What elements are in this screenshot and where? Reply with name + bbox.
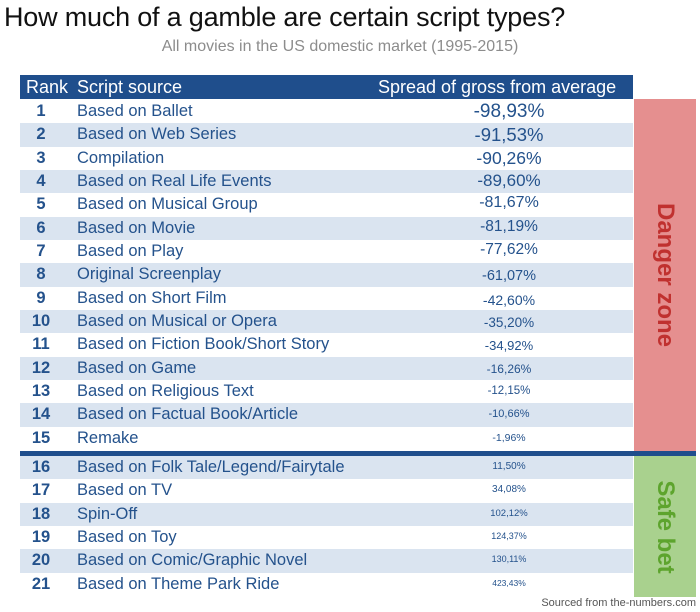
row-spread: 34,08% [492,484,526,496]
table-row: 20 Based on Comic/Graphic Novel 130,11% [20,549,633,573]
danger-zone-band: Danger zone [634,99,696,451]
row-spread: 130,11% [491,554,527,565]
row-rank: 17 [31,481,51,500]
page-subtitle: All movies in the US domestic market (19… [161,38,519,55]
row-rank: 20 [31,551,51,570]
row-source: Based on TV [77,481,173,500]
table-row: 3 Compilation -90,26% [20,147,633,170]
table-row: 13 Based on Religious Text -12,15% [20,380,633,403]
safe-rows: 16 Based on Folk Tale/Legend/Fairytale 11,… [20,456,633,596]
row-spread: -35,20% [483,315,535,331]
row-spread: 11,50% [492,461,526,472]
row-source: Based on Religious Text [77,382,254,401]
row-spread: -42,60% [482,291,536,308]
table-row: 16 Based on Folk Tale/Legend/Fairytale 11,… [20,456,633,480]
row-source: Based on Short Film [77,288,227,307]
row-rank: 14 [31,405,51,424]
row-rank: 21 [31,574,51,593]
row-spread: 102,12% [490,507,528,519]
table-row: 15 Remake -1,96% [20,427,633,450]
table-row: 9 Based on Short Film -42,60% [20,287,633,310]
row-source: Based on Folk Tale/Legend/Fairytale [77,458,345,476]
row-rank: 15 [31,428,51,447]
table-row: 2 Based on Web Series -91,53% [20,123,633,147]
danger-zone-label: Danger zone [652,202,679,348]
safe-bet-label: Safe bet [652,479,679,574]
table-row: 17 Based on TV 34,08% [20,479,633,502]
row-spread: -81,67% [479,194,539,212]
row-source: Remake [77,428,139,447]
row-spread: -61,07% [481,268,536,285]
row-rank: 4 [36,172,46,191]
table-row: 6 Based on Movie -81,19% [20,216,633,241]
row-rank: 9 [36,288,46,307]
row-spread: -98,93% [473,101,545,122]
table-row: 11 Based on Fiction Book/Short Story -34,9… [20,333,633,356]
row-source: Based on Play [77,242,184,261]
row-spread: -89,60% [477,171,541,191]
row-source: Based on Toy [77,528,177,547]
safe-bet-band: Safe bet [634,456,696,597]
row-spread: -10,66% [488,408,530,421]
row-source: Based on Comic/Graphic Novel [77,551,308,570]
row-rank: 19 [31,528,51,547]
table-row: 7 Based on Play -77,62% [20,240,633,263]
row-spread: -34,92% [484,338,534,354]
row-rank: 8 [36,265,46,284]
row-source: Spin-Off [77,504,138,523]
danger-rows: 1 Based on Ballet -98,93% 2 Based on Web Ser… [20,100,633,450]
row-source: Based on Theme Park Ride [77,574,280,593]
row-spread: 124,37% [491,531,527,542]
row-rank: 5 [36,195,46,214]
table-row: 14 Based on Factual Book/Article -10,66% [20,403,633,427]
row-spread: -90,26% [476,147,542,168]
zone-divider [20,451,696,456]
row-rank: 3 [36,148,46,167]
row-spread: -91,53% [474,124,544,146]
table-row: 10 Based on Musical or Opera -35,20% [20,310,633,334]
row-source: Based on Web Series [77,125,237,144]
header-script-source: Script source [77,77,183,97]
table-row: 1 Based on Ballet -98,93% [20,100,633,123]
row-spread: -81,19% [480,217,538,235]
table-header: Rank Script source Spread of gross from … [20,75,633,99]
row-rank: 10 [31,312,51,331]
row-source: Based on Musical or Opera [77,312,277,331]
header-spread: Spread of gross from average [378,77,617,97]
row-source: Based on Musical Group [77,195,258,214]
table-row: 19 Based on Toy 124,37% [20,526,633,549]
row-source: Compilation [77,148,165,167]
row-spread: -16,26% [486,361,532,376]
row-source: Based on Game [77,358,197,377]
table-row: 21 Based on Theme Park Ride 423,43% [20,573,633,596]
row-spread: 423,43% [492,577,526,588]
row-source: Based on Fiction Book/Short Story [77,335,330,354]
row-rank: 6 [36,218,46,237]
table-row: 4 Based on Real Life Events -89,60% [20,170,633,194]
row-rank: 16 [31,458,51,476]
table-row: 18 Spin-Off 102,12% [20,502,633,527]
table-row: 12 Based on Game -16,26% [20,356,633,381]
row-rank: 12 [31,358,51,377]
row-rank: 7 [36,242,46,261]
row-spread: -1,96% [492,431,526,444]
row-spread: -77,62% [480,241,538,259]
row-rank: 2 [36,125,46,144]
row-rank: 18 [31,504,51,523]
table-row: 5 Based on Musical Group -81,67% [20,193,633,216]
row-source: Based on Real Life Events [77,172,272,191]
row-rank: 13 [31,382,51,401]
source-note: Sourced from the-numbers.com [541,597,696,609]
row-source: Original Screenplay [77,265,221,284]
header-rank: Rank [26,77,69,97]
row-source: Based on Ballet [77,102,193,120]
row-source: Based on Factual Book/Article [77,405,299,424]
row-rank: 11 [32,335,50,354]
page-title: How much of a gamble are certain script … [4,2,566,32]
row-rank: 1 [36,102,46,120]
row-source: Based on Movie [77,218,196,237]
table-row: 8 Original Screenplay -61,07% [20,263,633,287]
row-spread: -12,15% [487,385,531,398]
